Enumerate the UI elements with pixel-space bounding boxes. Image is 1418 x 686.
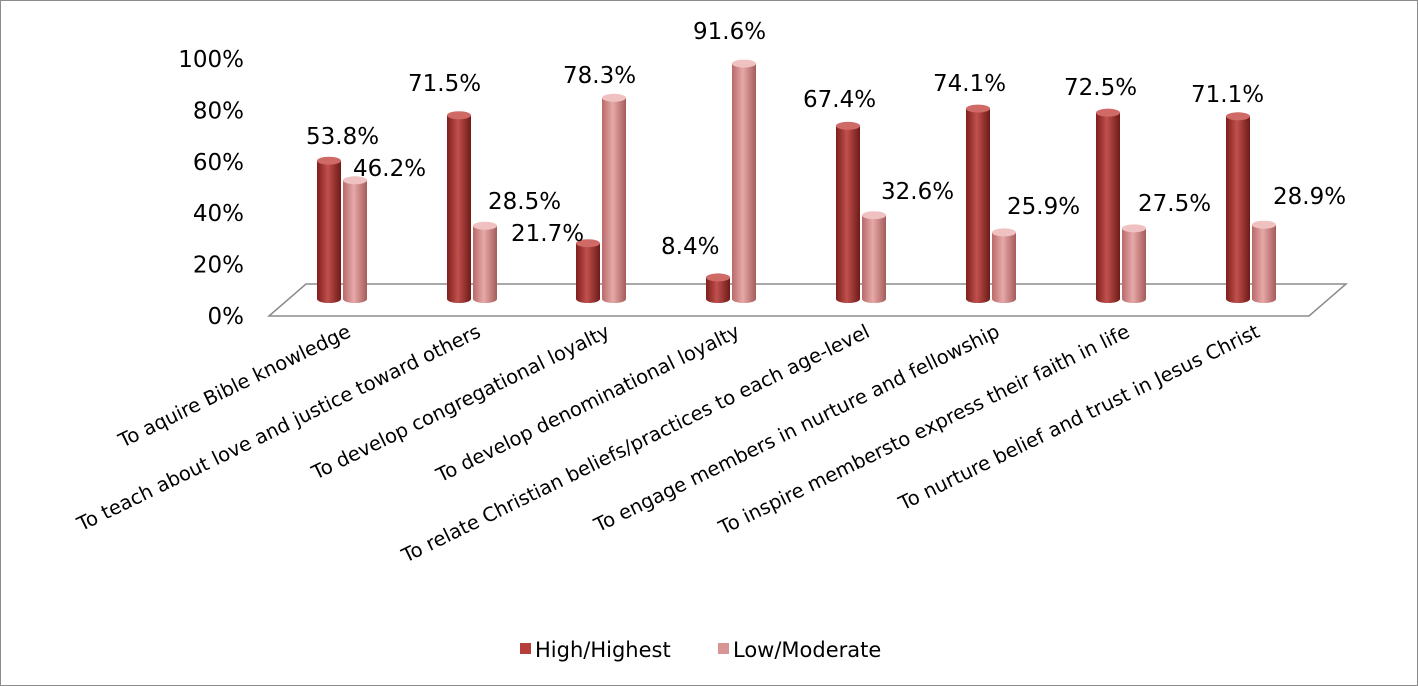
- data-label: 53.8%: [306, 124, 379, 150]
- y-axis-ticks: 0% 20% 40% 60% 80% 100%: [178, 47, 244, 330]
- bar-top-low-2: [473, 221, 497, 230]
- category-label: To relate Christian beliefs/practices to…: [397, 320, 873, 568]
- data-label: 25.9%: [1007, 194, 1080, 220]
- data-label: 46.2%: [353, 156, 426, 182]
- bar-low-5: [862, 215, 886, 303]
- y-tick-label: 100%: [178, 47, 244, 73]
- bar-high-5: [836, 125, 860, 303]
- data-label: 78.3%: [563, 63, 636, 89]
- bar-top-low-7: [1122, 224, 1146, 233]
- bar-low-2: [473, 225, 497, 303]
- data-label: 8.4%: [661, 234, 719, 260]
- bar-top-high-8: [1226, 112, 1250, 121]
- bar-top-high-3: [576, 239, 600, 248]
- bar-high-2: [447, 115, 471, 304]
- data-label: 71.1%: [1191, 82, 1264, 108]
- data-label: 67.4%: [803, 87, 876, 113]
- y-tick-label: 20%: [193, 253, 244, 279]
- bar-top-low-1: [343, 176, 367, 185]
- bar-top-high-6: [966, 104, 990, 113]
- data-label: 71.5%: [408, 71, 481, 97]
- data-label: 28.9%: [1273, 184, 1346, 210]
- data-label: 27.5%: [1138, 191, 1211, 217]
- legend-label: High/Highest: [535, 638, 671, 662]
- y-tick-label: 0%: [208, 304, 245, 330]
- bar-low-1: [343, 180, 367, 303]
- bar-low-7: [1122, 228, 1146, 303]
- legend: High/Highest Low/Moderate: [520, 638, 881, 662]
- bar-high-6: [966, 108, 990, 303]
- bar-top-high-4: [706, 273, 730, 282]
- bar-low-3: [602, 97, 626, 303]
- bar-high-4: [706, 277, 730, 303]
- data-label: 28.5%: [488, 189, 561, 215]
- legend-swatch: [520, 643, 531, 654]
- bar-low-4: [732, 63, 756, 304]
- data-labels: 53.8% 46.2% 71.5% 28.5% 21.7% 78.3% 8.4% 91.6% 6…: [306, 19, 1346, 260]
- bar-top-high-5: [836, 121, 860, 130]
- bar-top-low-6: [992, 228, 1016, 237]
- bar-top-low-8: [1252, 220, 1276, 229]
- bar-high-7: [1096, 112, 1120, 303]
- data-label: 72.5%: [1064, 75, 1137, 101]
- bar-high-1: [317, 160, 341, 303]
- bar-top-low-3: [602, 93, 626, 102]
- legend-label: Low/Moderate: [733, 638, 881, 662]
- bar-top-high-7: [1096, 108, 1120, 117]
- bar-top-high-2: [447, 111, 471, 120]
- y-tick-label: 60%: [193, 150, 244, 176]
- bar-top-low-5: [862, 211, 886, 220]
- bar-top-high-1: [317, 156, 341, 165]
- bar-low-6: [992, 232, 1016, 303]
- legend-swatch: [718, 643, 729, 654]
- floor-plane: [266, 283, 1349, 317]
- bar-top-low-4: [732, 59, 756, 68]
- bar-low-8: [1252, 224, 1276, 303]
- data-label: 91.6%: [693, 19, 766, 45]
- data-label: 21.7%: [511, 221, 584, 247]
- data-label: 32.6%: [881, 179, 954, 205]
- data-label: 74.1%: [933, 71, 1006, 97]
- bar-high-8: [1226, 116, 1250, 303]
- y-tick-label: 40%: [193, 201, 244, 227]
- y-tick-label: 80%: [193, 98, 244, 124]
- bar-high-3: [576, 243, 600, 303]
- category-label: To aquire Bible knowledge: [114, 320, 354, 453]
- chart-floor: [266, 283, 1349, 317]
- bars: [317, 59, 1276, 304]
